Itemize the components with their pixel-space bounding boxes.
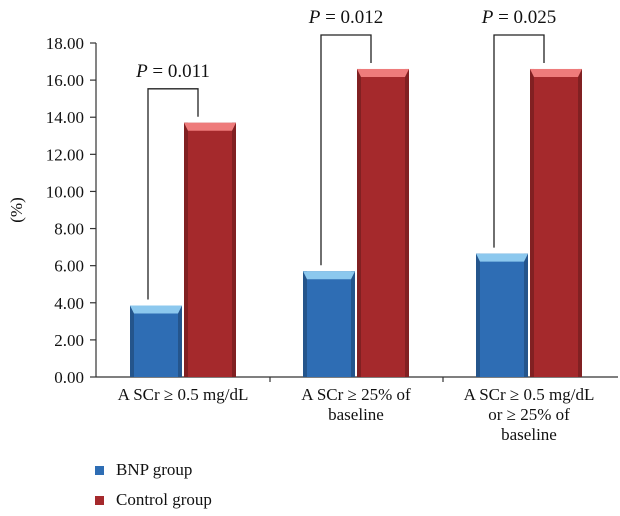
bar-top-face <box>357 68 409 77</box>
legend: BNP group Control group <box>95 455 212 515</box>
p-value-number: = 0.011 <box>148 61 210 82</box>
bar-top-face <box>130 305 182 314</box>
bar-chart: 0.00 2.00 4.00 6.00 8.00 10.00 12.00 14.00 16.00… <box>7 7 618 444</box>
bar-bnp <box>130 305 182 377</box>
bar-body <box>303 271 355 377</box>
bar-top-face <box>530 68 582 77</box>
y-tick-label: 12.00 <box>46 145 84 164</box>
p-value-number: = 0.012 <box>320 7 383 28</box>
bar-top-face <box>476 253 528 262</box>
axes: 0.00 2.00 4.00 6.00 8.00 10.00 12.00 14.00 16.00… <box>46 34 618 444</box>
y-tick-label: 10.00 <box>46 182 84 201</box>
y-tick-label: 16.00 <box>46 71 84 90</box>
x-category-label-line: baseline <box>501 425 557 444</box>
x-category-label-line: A SCr ≥ 25% of <box>301 385 411 404</box>
p-value-label: P = 0.011 <box>135 61 210 82</box>
x-category-label: A SCr ≥ 25% of baseline <box>301 385 411 424</box>
bar-body <box>476 253 528 377</box>
bar-side-right <box>178 305 182 377</box>
bar-bnp <box>303 271 355 377</box>
bar-side-left <box>303 271 307 377</box>
bar-control <box>530 68 582 377</box>
bars <box>130 68 582 378</box>
x-category-label-line: or ≥ 25% of <box>488 405 570 424</box>
y-tick-label: 8.00 <box>54 220 84 239</box>
p-value-letter: P <box>135 61 148 82</box>
significance-bracket <box>320 34 372 266</box>
bar-body <box>357 68 409 377</box>
significance-bracket <box>147 88 199 300</box>
bar-control <box>184 122 236 378</box>
legend-label-bnp: BNP group <box>116 460 193 479</box>
legend-label-control: Control group <box>116 490 212 509</box>
y-tick-label: 0.00 <box>54 368 84 387</box>
p-value-number: = 0.025 <box>493 7 556 28</box>
x-category-label-line: baseline <box>328 405 384 424</box>
bar-bnp <box>476 253 528 377</box>
legend-swatch-control <box>95 495 104 505</box>
bar-side-right <box>232 122 236 378</box>
p-value-label: P = 0.012 <box>308 7 384 28</box>
bar-side-left <box>530 68 534 377</box>
y-tick-label: 4.00 <box>54 294 84 313</box>
bar-top-face <box>184 122 236 131</box>
bar-side-right <box>405 68 409 377</box>
bar-top-face <box>303 271 355 280</box>
y-tick-label: 6.00 <box>54 257 84 276</box>
x-category-label-line: A SCr ≥ 0.5 mg/dL <box>118 385 249 404</box>
legend-item-bnp: BNP group <box>95 455 212 485</box>
p-value-label: P = 0.025 <box>481 7 557 28</box>
y-tick-label: 2.00 <box>54 331 84 350</box>
y-tick-label: 18.00 <box>46 34 84 53</box>
x-category-label: A SCr ≥ 0.5 mg/dL <box>118 385 249 404</box>
bar-control <box>357 68 409 377</box>
bar-body <box>130 305 182 377</box>
x-category-label: A SCr ≥ 0.5 mg/dL or ≥ 25% of baseline <box>464 385 595 444</box>
x-category-label-line: A SCr ≥ 0.5 mg/dL <box>464 385 595 404</box>
legend-swatch-bnp <box>95 465 104 475</box>
y-axis-label: (%) <box>7 197 26 222</box>
bar-side-left <box>184 122 188 378</box>
bar-side-right <box>351 271 355 377</box>
bar-body <box>530 68 582 377</box>
significance-bracket <box>493 34 545 248</box>
p-value-letter: P <box>481 7 494 28</box>
bar-side-right <box>578 68 582 377</box>
legend-item-control: Control group <box>95 485 212 515</box>
bar-side-left <box>357 68 361 377</box>
bar-side-left <box>476 253 480 377</box>
p-value-letter: P <box>308 7 321 28</box>
y-tick-label: 14.00 <box>46 108 84 127</box>
bar-side-left <box>130 305 134 377</box>
bar-side-right <box>524 253 528 377</box>
bar-body <box>184 122 236 378</box>
